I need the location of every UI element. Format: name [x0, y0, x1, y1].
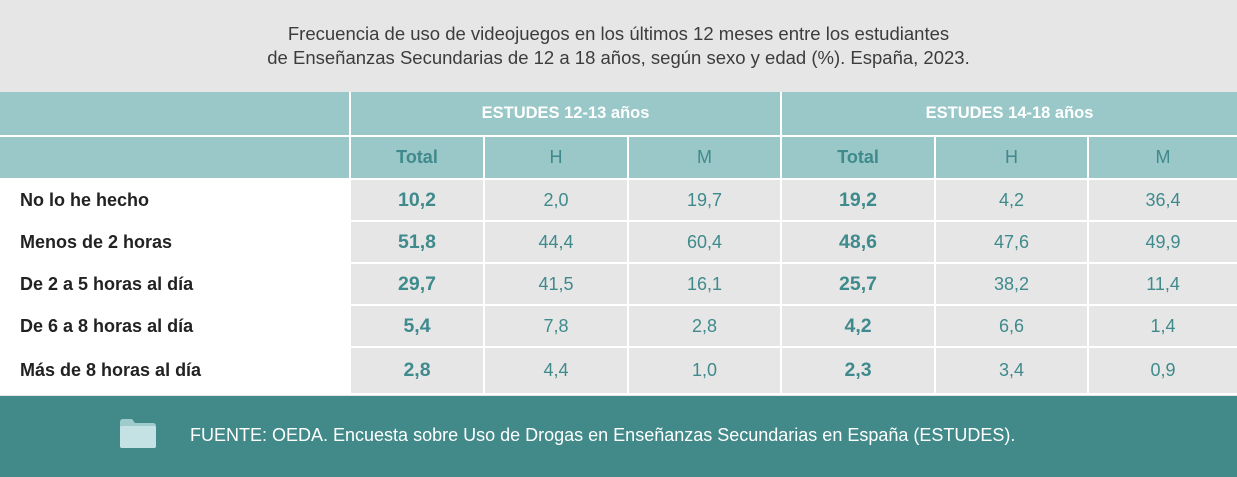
table-row: Más de 8 horas al día 2,8 4,4 1,0 2,3 3,…: [0, 347, 1237, 395]
table-cell: 47,6: [934, 221, 1089, 264]
table-cell: 38,2: [934, 263, 1089, 306]
table-cell: 44,4: [483, 221, 628, 264]
table-cell: 51,8: [349, 221, 484, 264]
table-cell: 16,1: [626, 263, 782, 306]
group-header-row: ESTUDES 12-13 años ESTUDES 14-18 años: [0, 92, 1237, 137]
group-header-12-13: ESTUDES 12-13 años: [348, 92, 782, 137]
group-header-14-18: ESTUDES 14-18 años: [780, 92, 1237, 137]
table-cell: 48,6: [780, 221, 936, 264]
column-header: H: [934, 136, 1089, 180]
table-cell: 4,2: [934, 179, 1089, 222]
column-header: Total: [349, 136, 484, 180]
column-header: H: [483, 136, 628, 180]
source-footer: FUENTE: OEDA. Encuesta sobre Uso de Drog…: [0, 396, 1237, 477]
source-text: FUENTE: OEDA. Encuesta sobre Uso de Drog…: [190, 425, 1016, 445]
table-cell: 2,3: [780, 347, 936, 395]
corner-cell: [0, 92, 350, 137]
table-cell: 19,7: [626, 179, 782, 222]
table-cell: 25,7: [780, 263, 936, 306]
table-cell: 5,4: [349, 305, 484, 348]
sub-header-row: Total H M Total H M: [0, 136, 1237, 180]
table-cell: 4,4: [483, 347, 628, 395]
table-row: No lo he hecho 10,2 2,0 19,7 19,2 4,2 36…: [0, 179, 1237, 222]
table-cell: 19,2: [780, 179, 936, 222]
table-cell: 0,9: [1087, 347, 1237, 395]
table-cell: 1,0: [626, 347, 782, 395]
table-cell: 7,8: [483, 305, 628, 348]
table-cell: 29,7: [349, 263, 484, 306]
table-row: De 6 a 8 horas al día 5,4 7,8 2,8 4,2 6,…: [0, 305, 1237, 348]
column-header: Total: [780, 136, 936, 180]
row-label: No lo he hecho: [0, 179, 350, 222]
title-line-1: Frecuencia de uso de videojuegos en los …: [287, 23, 950, 44]
row-label: De 6 a 8 horas al día: [0, 305, 350, 348]
data-table: ESTUDES 12-13 años ESTUDES 14-18 años To…: [0, 92, 1237, 395]
table-row: Menos de 2 horas 51,8 44,4 60,4 48,6 47,…: [0, 221, 1237, 264]
folder-icon: [118, 416, 158, 450]
table-cell: 49,9: [1087, 221, 1237, 264]
table-cell: 60,4: [626, 221, 782, 264]
row-label: Más de 8 horas al día: [0, 347, 350, 395]
title-line-2: de Enseñanzas Secundarias de 12 a 18 año…: [267, 47, 970, 68]
table-cell: 1,4: [1087, 305, 1237, 348]
table-cell: 2,8: [349, 347, 484, 395]
table-cell: 2,0: [483, 179, 628, 222]
table-row: De 2 a 5 horas al día 29,7 41,5 16,1 25,…: [0, 263, 1237, 306]
row-label: De 2 a 5 horas al día: [0, 263, 350, 306]
column-header: M: [1087, 136, 1237, 180]
table-cell: 36,4: [1087, 179, 1237, 222]
row-label: Menos de 2 horas: [0, 221, 350, 264]
table-cell: 41,5: [483, 263, 628, 306]
corner-cell: [0, 136, 350, 180]
table-cell: 6,6: [934, 305, 1089, 348]
table-cell: 2,8: [626, 305, 782, 348]
table-cell: 3,4: [934, 347, 1089, 395]
table-cell: 10,2: [349, 179, 484, 222]
column-header: M: [626, 136, 782, 180]
table-cell: 4,2: [780, 305, 936, 348]
table-title: Frecuencia de uso de videojuegos en los …: [0, 0, 1237, 92]
table-cell: 11,4: [1087, 263, 1237, 306]
